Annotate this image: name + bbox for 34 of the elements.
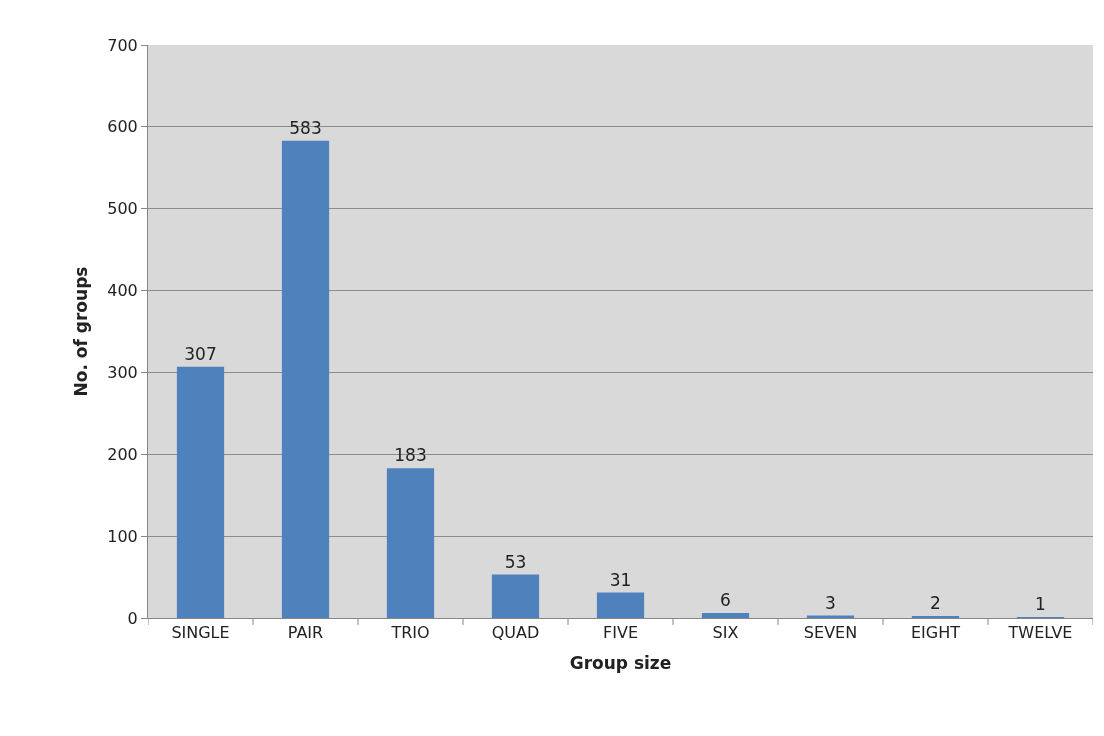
y-tick-label: 400 <box>107 281 138 301</box>
data-label: 3 <box>825 592 836 613</box>
data-label: 183 <box>394 445 427 466</box>
data-label: 2 <box>930 593 941 613</box>
y-tick-label: 200 <box>107 444 138 464</box>
bar <box>176 366 225 618</box>
x-tick-label: PAIR <box>287 623 324 643</box>
y-tick-label: 300 <box>107 363 138 383</box>
x-tick-label: SEVEN <box>803 623 858 643</box>
bar <box>281 140 330 618</box>
bar <box>596 592 645 618</box>
y-tick-label: 500 <box>107 199 138 219</box>
x-tick-label: EIGHT <box>910 623 961 643</box>
x-tick-label: TWELVE <box>1007 623 1073 643</box>
y-tick-label: 600 <box>107 117 138 137</box>
bar <box>491 574 540 618</box>
bar <box>386 468 435 618</box>
y-tick-label: 0 <box>127 608 138 628</box>
data-label: 1 <box>1035 594 1046 614</box>
data-label: 307 <box>184 343 217 364</box>
y-tick-label: 700 <box>107 35 138 55</box>
data-label: 31 <box>609 569 632 590</box>
data-label: 583 <box>289 117 322 138</box>
y-axis-title: No. of groups <box>70 266 91 397</box>
x-tick-label: SIX <box>712 623 739 643</box>
data-label: 6 <box>720 590 731 611</box>
x-tick-label: QUAD <box>491 623 540 643</box>
x-axis-title: Group size <box>569 652 672 673</box>
bar <box>701 613 750 618</box>
x-tick-label: SINGLE <box>171 623 230 643</box>
y-tick-label: 100 <box>107 526 138 546</box>
data-label: 53 <box>504 551 527 572</box>
x-tick-label: TRIO <box>390 623 430 643</box>
x-tick-label: FIVE <box>603 623 638 643</box>
